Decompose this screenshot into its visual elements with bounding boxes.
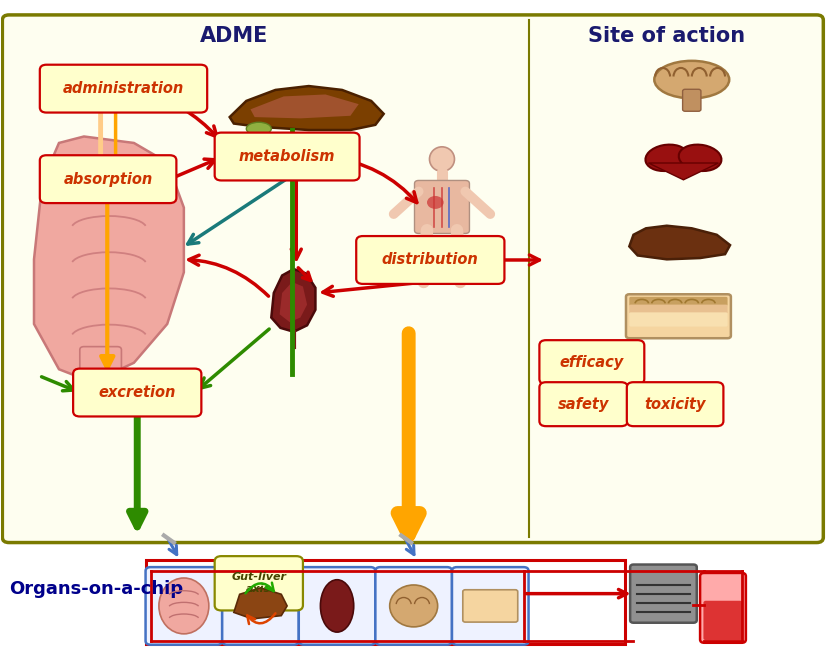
FancyBboxPatch shape: [214, 556, 303, 610]
Text: metabolism: metabolism: [239, 149, 335, 164]
Polygon shape: [649, 163, 718, 179]
Polygon shape: [229, 86, 384, 130]
Ellipse shape: [679, 145, 721, 171]
Polygon shape: [34, 137, 183, 382]
FancyBboxPatch shape: [375, 567, 452, 645]
FancyBboxPatch shape: [540, 340, 645, 384]
FancyBboxPatch shape: [630, 312, 727, 327]
Text: Organs-on-a-chip: Organs-on-a-chip: [9, 580, 183, 598]
FancyBboxPatch shape: [356, 236, 505, 284]
FancyBboxPatch shape: [80, 347, 122, 386]
Ellipse shape: [246, 122, 271, 135]
FancyBboxPatch shape: [630, 297, 727, 306]
FancyBboxPatch shape: [463, 590, 518, 622]
FancyBboxPatch shape: [700, 573, 746, 643]
FancyBboxPatch shape: [146, 567, 222, 645]
Ellipse shape: [430, 147, 455, 172]
FancyBboxPatch shape: [626, 294, 731, 338]
Ellipse shape: [320, 580, 354, 632]
FancyBboxPatch shape: [222, 567, 299, 645]
FancyBboxPatch shape: [299, 567, 375, 645]
FancyBboxPatch shape: [540, 382, 628, 426]
FancyBboxPatch shape: [631, 564, 696, 623]
Text: distribution: distribution: [382, 253, 479, 268]
FancyBboxPatch shape: [3, 15, 823, 542]
Text: toxicity: toxicity: [645, 397, 706, 411]
Polygon shape: [271, 269, 315, 332]
Text: efficacy: efficacy: [560, 354, 624, 369]
FancyBboxPatch shape: [214, 133, 359, 180]
Ellipse shape: [655, 61, 729, 98]
Ellipse shape: [427, 196, 444, 209]
Ellipse shape: [159, 578, 208, 634]
FancyBboxPatch shape: [703, 601, 742, 640]
FancyBboxPatch shape: [630, 305, 727, 314]
Polygon shape: [279, 282, 307, 322]
Text: ADME: ADME: [199, 27, 268, 46]
Ellipse shape: [389, 585, 438, 627]
Text: excretion: excretion: [98, 385, 176, 400]
Text: safety: safety: [558, 397, 609, 411]
Polygon shape: [234, 588, 287, 619]
Text: Gut-liver
axis: Gut-liver axis: [231, 572, 286, 594]
Text: absorption: absorption: [63, 172, 153, 187]
FancyBboxPatch shape: [73, 369, 201, 417]
FancyBboxPatch shape: [40, 65, 207, 113]
FancyBboxPatch shape: [452, 567, 529, 645]
Ellipse shape: [646, 145, 688, 171]
Text: Site of action: Site of action: [588, 27, 746, 46]
Polygon shape: [250, 95, 359, 119]
Polygon shape: [630, 226, 730, 259]
FancyBboxPatch shape: [682, 89, 701, 111]
FancyBboxPatch shape: [40, 156, 176, 203]
FancyBboxPatch shape: [627, 382, 723, 426]
FancyBboxPatch shape: [414, 180, 470, 233]
FancyBboxPatch shape: [147, 560, 626, 644]
Text: administration: administration: [63, 81, 184, 96]
